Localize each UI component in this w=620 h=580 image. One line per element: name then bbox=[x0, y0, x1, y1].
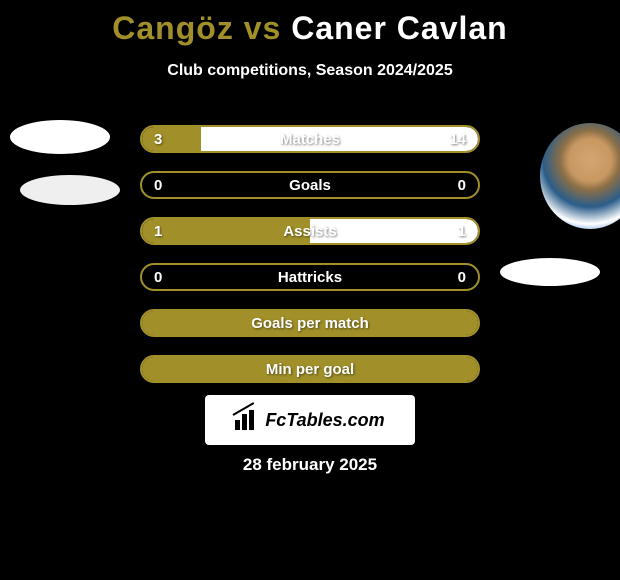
fctables-chart-icon bbox=[235, 410, 259, 430]
stat-label: Goals per match bbox=[142, 315, 478, 332]
stat-value-right: 0 bbox=[458, 269, 466, 286]
comparison-title: Cangöz vs Caner Cavlan bbox=[0, 0, 620, 47]
player2-avatar bbox=[540, 123, 620, 229]
vs-text: vs bbox=[244, 10, 282, 46]
stat-value-right: 1 bbox=[458, 223, 466, 240]
stat-label: Min per goal bbox=[142, 361, 478, 378]
fctables-logo: FcTables.com bbox=[235, 410, 384, 431]
stat-row-matches: 3 Matches 14 bbox=[140, 125, 480, 153]
player2-team-badge-placeholder bbox=[500, 258, 600, 286]
stat-value-right: 0 bbox=[458, 177, 466, 194]
stat-label: Assists bbox=[142, 223, 478, 240]
subtitle: Club competitions, Season 2024/2025 bbox=[0, 62, 620, 80]
player1-name: Cangöz bbox=[112, 10, 234, 46]
player2-name: Caner Cavlan bbox=[291, 10, 508, 46]
stat-row-hattricks: 0 Hattricks 0 bbox=[140, 263, 480, 291]
stat-label: Hattricks bbox=[142, 269, 478, 286]
fctables-text: FcTables.com bbox=[265, 410, 384, 431]
stat-label: Matches bbox=[142, 131, 478, 148]
stat-row-min-per-goal: Min per goal bbox=[140, 355, 480, 383]
player1-team-badge-placeholder bbox=[20, 175, 120, 205]
fctables-branding-box: FcTables.com bbox=[205, 395, 415, 445]
stat-row-assists: 1 Assists 1 bbox=[140, 217, 480, 245]
stat-row-goals: 0 Goals 0 bbox=[140, 171, 480, 199]
footer-date: 28 february 2025 bbox=[0, 455, 620, 475]
stat-label: Goals bbox=[142, 177, 478, 194]
stat-value-right: 14 bbox=[449, 131, 466, 148]
stats-container: 3 Matches 14 0 Goals 0 1 Assists 1 0 Hat… bbox=[140, 125, 480, 401]
player1-avatar-placeholder bbox=[10, 120, 110, 154]
stat-row-goals-per-match: Goals per match bbox=[140, 309, 480, 337]
